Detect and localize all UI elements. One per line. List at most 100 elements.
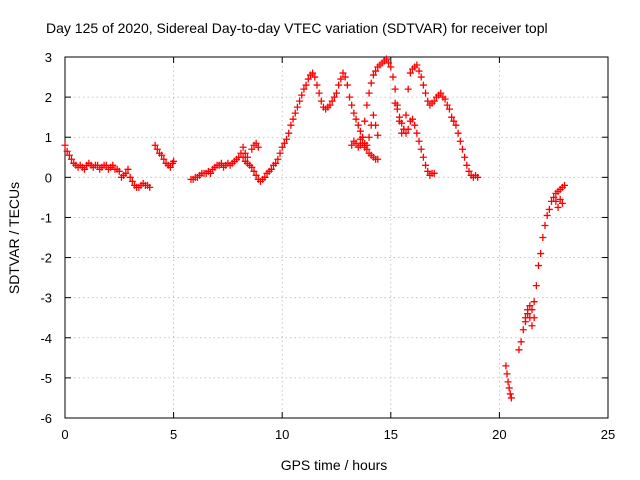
- data-point: [300, 85, 308, 93]
- x-tick-label: 0: [61, 427, 68, 442]
- data-point: [454, 129, 462, 137]
- data-point: [419, 153, 427, 161]
- data-point: [382, 55, 390, 63]
- data-point: [158, 151, 166, 159]
- data-point: [424, 167, 432, 175]
- y-tick-label: 0: [45, 170, 52, 185]
- data-point: [424, 97, 432, 105]
- series-seg2: [151, 141, 178, 171]
- data-point: [387, 63, 395, 71]
- tick-labels: 0 5 10 15 20 25 -6 -5 -4 -3 -2 -1 0 1 2 3: [40, 50, 615, 442]
- data-point: [395, 113, 403, 121]
- data-point: [166, 163, 174, 171]
- data-point: [354, 121, 362, 129]
- data-point: [207, 169, 215, 177]
- data-point: [304, 75, 312, 83]
- data-point: [417, 145, 425, 153]
- data-point: [328, 97, 336, 105]
- data-point: [124, 165, 132, 173]
- data-point: [437, 89, 445, 97]
- x-axis-label: GPS time / hours: [281, 457, 388, 473]
- data-point: [415, 67, 423, 75]
- data-point: [552, 197, 560, 205]
- data-point: [452, 121, 460, 129]
- data-point: [507, 394, 515, 402]
- y-tick-label: 1: [45, 130, 52, 145]
- data-point: [250, 167, 258, 175]
- data-point: [356, 127, 364, 135]
- data-point: [456, 137, 464, 145]
- data-point: [267, 165, 275, 173]
- y-tick-label: 3: [45, 50, 52, 65]
- data-point: [151, 141, 159, 149]
- data-point: [160, 155, 168, 163]
- data-markers: [61, 55, 569, 402]
- data-point: [534, 262, 542, 270]
- data-point: [502, 362, 510, 370]
- data-point: [346, 93, 354, 101]
- data-point: [252, 139, 260, 147]
- data-point: [445, 105, 453, 113]
- data-point: [458, 145, 466, 153]
- data-point: [369, 111, 377, 119]
- y-tick-label: -3: [40, 291, 52, 306]
- series-seg9: [515, 181, 569, 354]
- data-point: [463, 161, 471, 169]
- data-point: [504, 378, 512, 386]
- x-tick-label: 10: [275, 427, 289, 442]
- data-point: [422, 89, 430, 97]
- data-point: [391, 99, 399, 107]
- data-point: [274, 155, 282, 163]
- data-point: [505, 384, 513, 392]
- data-point: [409, 115, 417, 123]
- data-point: [170, 157, 178, 165]
- data-point: [287, 121, 295, 129]
- data-point: [248, 145, 256, 153]
- data-point: [365, 89, 373, 97]
- data-point: [474, 173, 482, 181]
- data-point: [153, 145, 161, 153]
- data-point: [554, 203, 562, 211]
- data-point: [102, 161, 110, 169]
- data-point: [243, 153, 251, 161]
- x-tick-label: 5: [170, 427, 177, 442]
- data-point: [385, 59, 393, 67]
- data-point: [356, 135, 364, 143]
- data-point: [81, 165, 89, 173]
- data-point: [296, 97, 304, 105]
- data-point: [63, 147, 71, 155]
- y-tick-label: -6: [40, 411, 52, 426]
- data-point: [365, 133, 373, 141]
- data-point: [254, 143, 262, 151]
- data-point: [302, 81, 310, 89]
- data-point: [537, 250, 545, 258]
- data-point: [309, 69, 317, 77]
- data-point: [61, 141, 69, 149]
- data-point: [441, 95, 449, 103]
- data-point: [348, 141, 356, 149]
- data-point: [526, 302, 534, 310]
- data-point: [372, 67, 380, 75]
- data-point: [541, 221, 549, 229]
- axis-ticks: [64, 56, 609, 419]
- data-point: [528, 306, 536, 314]
- data-point: [341, 73, 349, 81]
- data-point: [415, 137, 423, 145]
- y-tick-label: -5: [40, 371, 52, 386]
- series-seg6: [356, 111, 382, 151]
- data-point: [417, 73, 425, 81]
- data-point: [430, 97, 438, 105]
- data-point: [398, 119, 406, 127]
- data-point: [335, 81, 343, 89]
- series-seg7: [391, 99, 438, 179]
- data-point: [272, 159, 280, 167]
- data-point: [402, 111, 410, 119]
- data-point: [367, 79, 375, 87]
- x-tick-label: 15: [384, 427, 398, 442]
- data-point: [448, 113, 456, 121]
- data-point: [285, 129, 293, 137]
- data-point: [391, 85, 399, 93]
- data-point: [122, 169, 130, 177]
- data-point: [558, 199, 566, 207]
- data-point: [315, 89, 323, 97]
